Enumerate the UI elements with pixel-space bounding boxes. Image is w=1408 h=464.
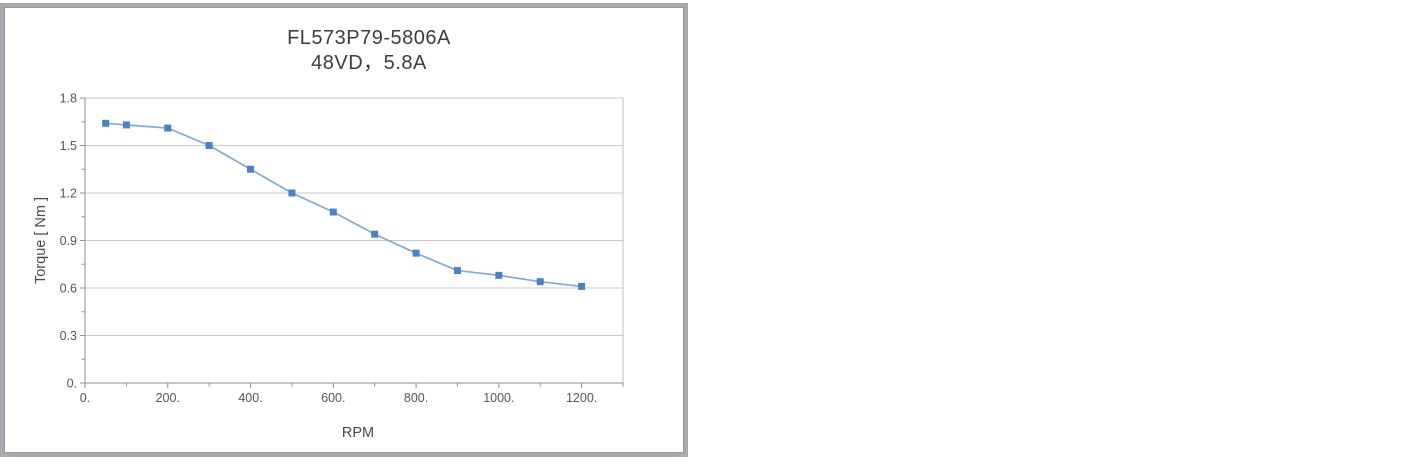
data-point-marker	[578, 282, 586, 290]
x-axis-title: RPM	[342, 425, 374, 441]
x-tick-label: 1000.	[483, 391, 514, 405]
data-point-marker	[495, 271, 503, 279]
y-tick-label: 0.3	[60, 329, 77, 343]
y-axis-title: Torque [ Nm ]	[33, 197, 49, 284]
y-tick-label: 1.8	[60, 92, 77, 106]
data-point-marker	[412, 249, 420, 257]
y-tick-label: 0.9	[60, 234, 77, 248]
x-tick-label: 600.	[321, 391, 345, 405]
y-tick-label: 1.2	[60, 187, 77, 201]
data-point-marker	[247, 165, 255, 173]
data-point-marker	[371, 230, 379, 238]
data-point-marker	[453, 267, 461, 275]
data-point-marker	[122, 121, 130, 129]
x-tick-label: 0.	[80, 391, 90, 405]
x-tick-label: 200.	[156, 391, 180, 405]
data-point-marker	[329, 208, 337, 216]
torque-series-line	[105, 122, 582, 288]
data-point-marker	[164, 124, 172, 132]
torque-rpm-chart: 0. 200. 400. 600. 800. 1000. 1200. 0. 0.3 0.6 0.9 1…	[33, 92, 624, 441]
x-tick-label: 1200.	[566, 391, 597, 405]
y-tick-label: 0.	[67, 377, 77, 391]
x-tick-label: 400.	[238, 391, 262, 405]
x-tick-label: 800.	[404, 391, 428, 405]
data-point-marker	[288, 189, 296, 197]
chart-panel: FL573P79-5806A 48VD，5.8A 0. 200. 400. 600. 8…	[0, 3, 688, 457]
data-point-marker	[205, 142, 213, 149]
y-tick-label: 0.6	[60, 282, 77, 296]
data-point-marker	[102, 119, 110, 127]
data-point-marker	[536, 278, 544, 286]
y-tick-label: 1.5	[60, 139, 77, 153]
